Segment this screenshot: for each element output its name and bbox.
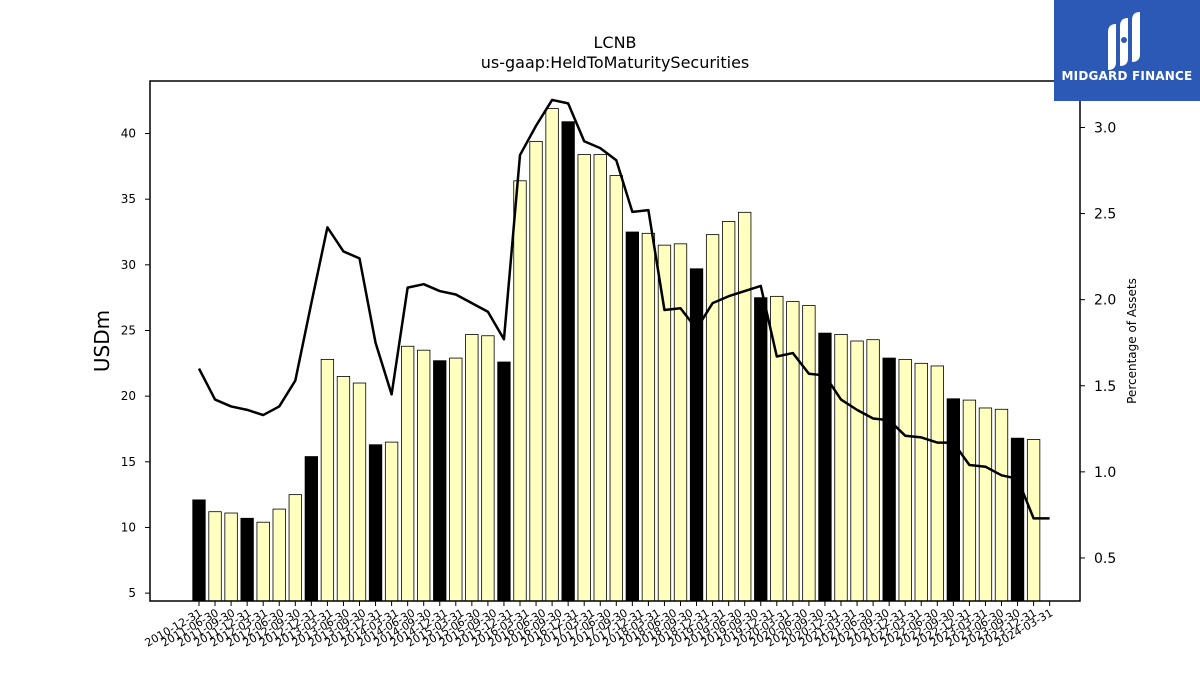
bar xyxy=(465,334,479,602)
y-tick-label: 40 xyxy=(121,127,136,141)
bar xyxy=(481,335,495,602)
bar xyxy=(673,243,688,602)
bar xyxy=(914,362,928,602)
bar xyxy=(449,357,463,602)
bar xyxy=(946,398,960,602)
y2-tick-label: 1.5 xyxy=(1094,379,1116,395)
bar xyxy=(882,357,896,602)
bar xyxy=(689,268,704,602)
series-line xyxy=(197,98,1050,520)
bar xyxy=(705,234,720,602)
chart-title: LCNB xyxy=(593,33,636,52)
bar xyxy=(577,154,591,602)
y2-tick-label: 0.5 xyxy=(1094,551,1116,567)
bar xyxy=(240,517,254,602)
y2-tick-label: 3.0 xyxy=(1094,120,1116,136)
brand-logo: MIDGARD FINANCE xyxy=(1054,0,1200,101)
chart-subtitle: us-gaap:HeldToMaturitySecurities xyxy=(481,53,750,72)
bar xyxy=(818,332,832,602)
y2-axis-label: Percentage of Assets xyxy=(1125,278,1139,404)
bar xyxy=(962,399,977,602)
y-axis-left: 5 10 15 20 25 30 35 40 xyxy=(121,127,150,600)
bar xyxy=(561,121,575,602)
bar xyxy=(1026,439,1041,602)
bar xyxy=(834,334,848,602)
y-tick-label: 5 xyxy=(128,586,136,600)
bar xyxy=(368,444,383,602)
bar xyxy=(529,140,543,602)
y2-tick-label: 1.0 xyxy=(1094,465,1116,481)
y-axis-right: 0.5 1.0 1.5 2.0 2.5 3.0 xyxy=(1080,120,1116,567)
y2-tick-label: 2.5 xyxy=(1094,207,1116,223)
x-axis: 2010-12-312011-06-302011-09-302011-12-31… xyxy=(143,601,1055,650)
bar xyxy=(433,360,447,602)
bar xyxy=(288,494,302,602)
bars-layer xyxy=(192,108,1041,602)
bar xyxy=(192,499,206,602)
bar xyxy=(272,508,286,602)
bar xyxy=(738,211,752,602)
bar xyxy=(850,340,864,602)
bar xyxy=(336,376,351,602)
bar xyxy=(304,456,319,602)
bar xyxy=(722,221,736,602)
y-tick-label: 30 xyxy=(121,258,136,272)
y-tick-label: 20 xyxy=(121,389,136,403)
logo-text: MIDGARD FINANCE xyxy=(1061,69,1193,83)
y-tick-label: 10 xyxy=(121,520,136,534)
y2-tick-label: 2.0 xyxy=(1094,293,1116,309)
y-tick-label: 15 xyxy=(121,455,136,469)
bar xyxy=(930,365,944,602)
bar xyxy=(978,407,993,602)
bar xyxy=(320,358,335,602)
bar xyxy=(497,361,511,602)
y-axis-label: USDm xyxy=(90,310,114,372)
bar xyxy=(898,358,912,602)
bar xyxy=(352,382,367,602)
bar xyxy=(657,244,672,602)
bar xyxy=(224,512,238,602)
line-layer xyxy=(197,98,1050,520)
bar xyxy=(256,521,270,602)
bar xyxy=(641,232,656,602)
bar xyxy=(866,339,880,602)
bar xyxy=(994,408,1009,602)
bar xyxy=(400,345,415,602)
plot-frame xyxy=(149,80,1081,602)
bar xyxy=(208,511,222,602)
bar xyxy=(786,301,800,602)
bar xyxy=(417,349,431,602)
bar xyxy=(545,108,559,602)
bar xyxy=(513,180,527,602)
bar xyxy=(593,154,607,602)
logo-mark-icon xyxy=(1108,12,1140,70)
bar xyxy=(625,231,639,602)
bar xyxy=(754,297,768,602)
y-tick-label: 35 xyxy=(121,192,136,206)
bar xyxy=(384,441,399,602)
y-tick-label: 25 xyxy=(121,323,136,337)
bar xyxy=(802,305,816,602)
bar xyxy=(609,175,623,602)
bar xyxy=(1010,437,1025,602)
